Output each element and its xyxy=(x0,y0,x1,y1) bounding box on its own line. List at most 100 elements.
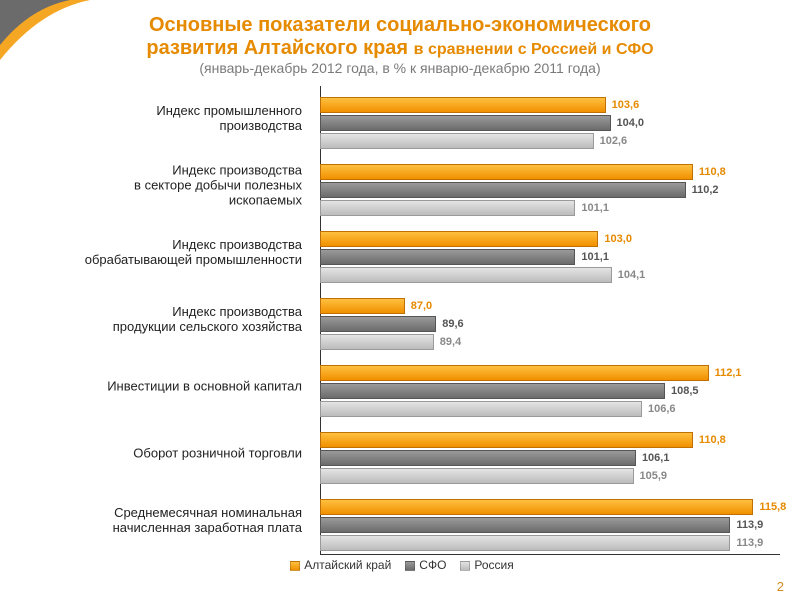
bar-row-altai: 103,0 xyxy=(320,231,780,247)
bar-sfo xyxy=(320,450,636,466)
category-group: Индекс производствав секторе добычи поле… xyxy=(0,154,790,218)
bar-row-altai: 103,6 xyxy=(320,97,780,113)
bar-row-sfo: 101,1 xyxy=(320,249,780,265)
title-line-2b: в сравнении с Россией и СФО xyxy=(414,41,654,58)
legend-russia-swatch xyxy=(460,561,470,571)
bar-row-russia: 89,4 xyxy=(320,334,780,350)
title-block: Основные показатели социально-экономичес… xyxy=(0,0,800,78)
bar-sfo xyxy=(320,182,686,198)
bar-sfo xyxy=(320,517,730,533)
legend-sfo-label: СФО xyxy=(419,558,446,572)
bar-row-sfo: 113,9 xyxy=(320,517,780,533)
bar-row-altai: 87,0 xyxy=(320,298,780,314)
value-label-altai: 103,0 xyxy=(600,231,632,247)
category-group: Оборот розничной торговли 110,8 106,1 105,9 xyxy=(0,422,790,486)
value-label-altai: 112,1 xyxy=(711,365,742,381)
subtitle: (январь-декабрь 2012 года, в % к январю-… xyxy=(40,60,760,76)
bar-row-sfo: 104,0 xyxy=(320,115,780,131)
bar-sfo xyxy=(320,383,665,399)
page-number: 2 xyxy=(777,579,784,594)
category-label: Инвестиции в основной капитал xyxy=(0,379,310,394)
bar-row-altai: 115,8 xyxy=(320,499,780,515)
value-label-altai: 87,0 xyxy=(407,298,432,314)
value-label-sfo: 113,9 xyxy=(732,517,763,533)
value-label-sfo: 101,1 xyxy=(577,249,609,265)
category-group: Индекс производстваобрабатывающей промыш… xyxy=(0,221,790,285)
category-label: Индекс производствав секторе добычи поле… xyxy=(0,164,310,209)
bar-row-altai: 112,1 xyxy=(320,365,780,381)
bar-row-sfo: 110,2 xyxy=(320,182,780,198)
value-label-sfo: 110,2 xyxy=(688,182,719,198)
category-label: Индекс производстваобрабатывающей промыш… xyxy=(0,238,310,268)
bar-row-sfo: 108,5 xyxy=(320,383,780,399)
category-label: Оборот розничной торговли xyxy=(0,446,310,461)
value-label-russia: 101,1 xyxy=(577,200,609,216)
bar-altai xyxy=(320,164,693,180)
value-label-russia: 113,9 xyxy=(732,535,763,551)
bars-container: 103,6 104,0 102,6 xyxy=(320,91,780,147)
bar-row-russia: 101,1 xyxy=(320,200,780,216)
bar-russia xyxy=(320,267,612,283)
value-label-russia: 106,6 xyxy=(644,401,676,417)
bar-altai xyxy=(320,499,753,515)
bar-row-russia: 106,6 xyxy=(320,401,780,417)
bar-sfo xyxy=(320,249,575,265)
bar-altai xyxy=(320,231,598,247)
bars-container: 103,0 101,1 104,1 xyxy=(320,225,780,281)
category-group: Инвестиции в основной капитал112,1108,51… xyxy=(0,355,790,419)
title-line-1: Основные показатели социально-экономичес… xyxy=(40,14,760,37)
bar-row-sfo: 106,1 xyxy=(320,450,780,466)
category-group: Среднемесячная номинальнаяначисленная за… xyxy=(0,489,790,553)
value-label-sfo: 89,6 xyxy=(438,316,463,332)
category-label: Индекс производствапродукции сельского х… xyxy=(0,305,310,335)
bar-russia xyxy=(320,200,575,216)
category-group: Индекс промышленногопроизводства 103,6 104… xyxy=(0,87,790,151)
bar-russia xyxy=(320,401,642,417)
x-axis xyxy=(320,554,780,555)
value-label-sfo: 108,5 xyxy=(667,383,699,399)
legend-russia-label: Россия xyxy=(474,558,513,572)
bar-russia xyxy=(320,334,434,350)
bars-container: 110,8 110,2 101,1 xyxy=(320,158,780,214)
value-label-altai: 103,6 xyxy=(608,97,640,113)
title-line-2a: развития Алтайского края xyxy=(146,37,413,59)
value-label-russia: 102,6 xyxy=(596,133,628,149)
bar-row-russia: 113,9 xyxy=(320,535,780,551)
bar-altai xyxy=(320,432,693,448)
value-label-altai: 115,8 xyxy=(755,499,786,515)
title-line-2: развития Алтайского края в сравнении с Р… xyxy=(40,37,760,60)
bar-row-altai: 110,8 xyxy=(320,432,780,448)
value-label-sfo: 106,1 xyxy=(638,450,670,466)
legend-altai-swatch xyxy=(290,561,300,571)
value-label-sfo: 104,0 xyxy=(613,115,645,131)
bar-russia xyxy=(320,133,594,149)
category-label: Среднемесячная номинальнаяначисленная за… xyxy=(0,506,310,536)
value-label-russia: 105,9 xyxy=(636,468,668,484)
category-group: Индекс производствапродукции сельского х… xyxy=(0,288,790,352)
bar-row-altai: 110,8 xyxy=(320,164,780,180)
bar-russia xyxy=(320,535,730,551)
bar-sfo xyxy=(320,316,436,332)
bar-altai xyxy=(320,97,606,113)
bars-container: 112,1 108,5 106,6 xyxy=(320,359,780,415)
chart: Индекс промышленногопроизводства 103,6 104… xyxy=(0,86,790,570)
value-label-altai: 110,8 xyxy=(695,164,726,180)
legend-sfo-swatch xyxy=(405,561,415,571)
bar-altai xyxy=(320,365,709,381)
bar-sfo xyxy=(320,115,611,131)
value-label-russia: 89,4 xyxy=(436,334,461,350)
bar-row-russia: 102,6 xyxy=(320,133,780,149)
bars-container: 115,8 113,9 113,9 xyxy=(320,493,780,549)
bar-russia xyxy=(320,468,634,484)
bars-container: 87,0 89,6 89,4 xyxy=(320,292,780,348)
category-label: Индекс промышленногопроизводства xyxy=(0,104,310,134)
bar-altai xyxy=(320,298,405,314)
legend: Алтайский край СФО Россия xyxy=(0,558,790,572)
value-label-altai: 110,8 xyxy=(695,432,726,448)
bar-row-sfo: 89,6 xyxy=(320,316,780,332)
bar-row-russia: 105,9 xyxy=(320,468,780,484)
value-label-russia: 104,1 xyxy=(614,267,646,283)
bars-container: 110,8 106,1 105,9 xyxy=(320,426,780,482)
legend-altai-label: Алтайский край xyxy=(304,558,391,572)
bar-row-russia: 104,1 xyxy=(320,267,780,283)
